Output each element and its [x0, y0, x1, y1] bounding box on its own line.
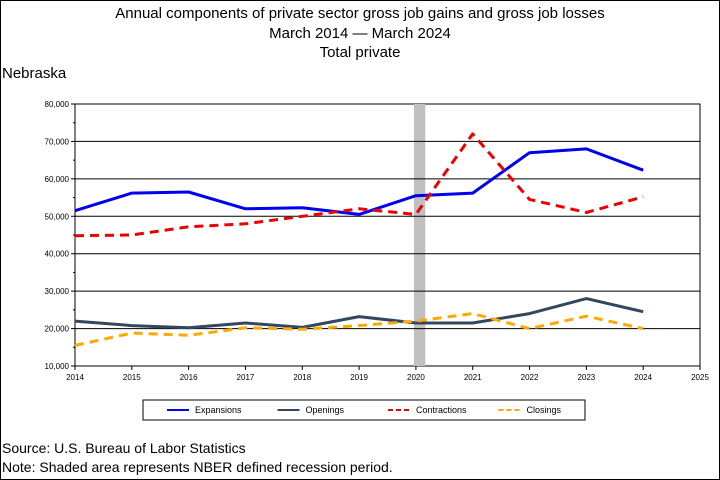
y-tick-label: 40,000: [45, 250, 70, 259]
recession-note: Note: Shaded area represents NBER define…: [2, 459, 393, 475]
y-tick-label: 60,000: [45, 175, 70, 184]
legend-label-contractions: Contractions: [416, 405, 467, 415]
x-tick-label: 2017: [237, 373, 255, 382]
x-tick-label: 2015: [123, 373, 141, 382]
chart-subtitle: Total private: [319, 44, 401, 61]
x-tick-label: 2019: [350, 373, 368, 382]
x-tick-label: 2022: [521, 373, 539, 382]
x-tick-label: 2023: [577, 373, 595, 382]
source-note: Source: U.S. Bureau of Labor Statistics: [2, 440, 246, 456]
x-tick-label: 2016: [180, 373, 198, 382]
y-tick-label: 50,000: [45, 212, 70, 221]
x-tick-label: 2018: [293, 373, 311, 382]
y-tick-label: 30,000: [45, 287, 70, 296]
chart-date-range: March 2014 — March 2024: [269, 25, 451, 42]
region-label: Nebraska: [2, 65, 67, 82]
legend-label-openings: Openings: [306, 405, 345, 415]
x-tick-label: 2024: [634, 373, 652, 382]
chart-title: Annual components of private sector gros…: [115, 5, 605, 22]
series-line-closings: [74, 312, 644, 347]
x-tick-label: 2021: [464, 373, 482, 382]
series-line-openings: [74, 297, 644, 330]
y-tick-label: 20,000: [45, 325, 70, 334]
legend-label-closings: Closings: [527, 405, 562, 415]
x-tick-label: 2014: [66, 373, 84, 382]
legend: [142, 399, 586, 421]
y-tick-label: 10,000: [45, 362, 70, 371]
legend-label-expansions: Expansions: [195, 405, 242, 415]
series-line-contractions: [74, 132, 644, 238]
recession-shading: [413, 104, 426, 366]
y-tick-label: 80,000: [45, 100, 70, 109]
x-tick-label: 2020: [407, 373, 425, 382]
y-tick-label: 70,000: [45, 137, 70, 146]
x-tick-label: 2025: [691, 373, 709, 382]
series-line-expansions: [74, 147, 644, 216]
